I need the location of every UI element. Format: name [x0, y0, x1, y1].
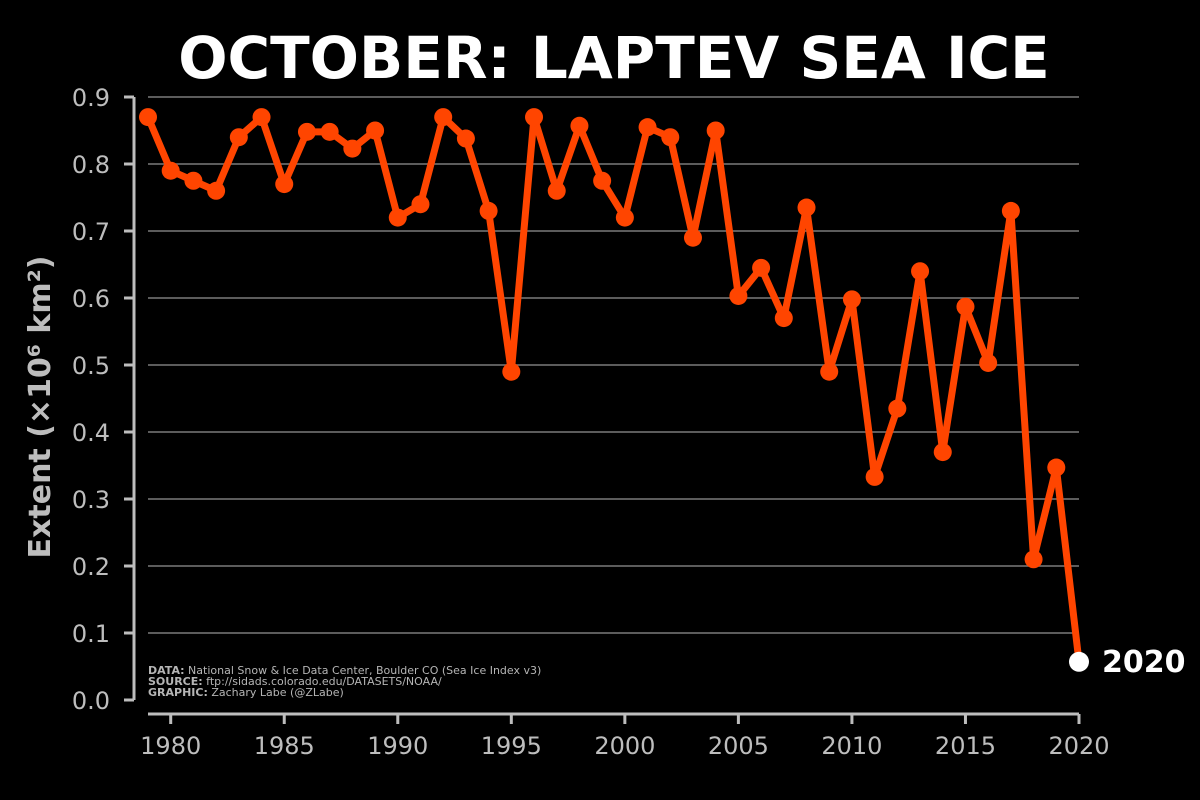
- x-tick-label: 2000: [594, 732, 655, 760]
- highlight-label: 2020: [1102, 645, 1186, 680]
- axes-layer: 0.0 0.1 0.2 0.3 0.4 0.5 0.6 0.7 0.8 0.9 1980 1985 19…: [72, 84, 1110, 760]
- data-point: [1001, 201, 1020, 220]
- data-point: [139, 108, 157, 127]
- credit-text: National Snow & Ice Data Center, Boulder…: [185, 664, 542, 677]
- y-tick-label: 0.4: [72, 419, 110, 447]
- data-point: [729, 286, 748, 305]
- data-point: [456, 129, 475, 148]
- data-point: [911, 262, 930, 281]
- data-point: [502, 362, 521, 381]
- data-point: [661, 128, 680, 147]
- y-tick-label: 0.0: [72, 687, 110, 715]
- chart-title: OCTOBER: LAPTEV SEA ICE: [178, 24, 1049, 92]
- highlight-point: [1069, 651, 1089, 672]
- credits-block: DATA: National Snow & Ice Data Center, B…: [148, 664, 541, 699]
- y-tick-label: 0.2: [72, 553, 110, 581]
- credit-line: DATA: National Snow & Ice Data Center, B…: [148, 664, 541, 677]
- credit-key: DATA:: [148, 664, 185, 677]
- x-tick-label: 2010: [821, 732, 882, 760]
- data-point: [638, 118, 657, 137]
- data-point: [434, 108, 453, 127]
- credit-line: GRAPHIC: Zachary Labe (@ZLabe): [148, 686, 344, 699]
- y-tick-label: 0.8: [72, 151, 110, 179]
- y-axis-label: Extent (×10⁶ km²): [23, 256, 58, 559]
- points-layer: [139, 108, 1089, 672]
- y-tick-label: 0.9: [72, 84, 110, 112]
- data-point: [593, 171, 612, 190]
- data-point: [1047, 458, 1066, 477]
- data-point: [683, 228, 702, 247]
- data-point: [411, 195, 430, 214]
- credit-key: SOURCE:: [148, 675, 203, 688]
- y-tick-label: 0.5: [72, 352, 110, 380]
- series-layer: [144, 113, 1083, 666]
- y-tick-label: 0.1: [72, 620, 110, 648]
- grid-layer: [148, 96, 1079, 634]
- data-point: [842, 290, 861, 309]
- data-point: [229, 128, 248, 147]
- y-tick-label: 0.3: [72, 486, 110, 514]
- data-point: [388, 208, 407, 227]
- credit-line: SOURCE: ftp://sidads.colorado.edu/DATASE…: [148, 675, 442, 688]
- data-point: [979, 353, 998, 372]
- data-point: [343, 139, 362, 158]
- data-point: [207, 181, 226, 200]
- x-tick-label: 2005: [708, 732, 769, 760]
- y-tick-label: 0.6: [72, 285, 110, 313]
- x-tick-label: 2020: [1048, 732, 1109, 760]
- credit-key: GRAPHIC:: [148, 686, 208, 699]
- data-point: [933, 443, 952, 462]
- data-point: [320, 122, 339, 141]
- data-point: [547, 181, 566, 200]
- data-point: [820, 362, 839, 381]
- data-point: [366, 121, 385, 140]
- data-point: [161, 161, 180, 180]
- x-tick-label: 1990: [367, 732, 428, 760]
- x-tick-label: 2015: [935, 732, 996, 760]
- data-point: [570, 116, 589, 135]
- x-tick-label: 1985: [254, 732, 315, 760]
- data-point: [797, 198, 816, 217]
- data-point: [615, 208, 634, 227]
- series-line: [144, 113, 1083, 666]
- x-tick-label: 1980: [140, 732, 201, 760]
- credit-text: ftp://sidads.colorado.edu/DATASETS/NOAA/: [203, 675, 442, 688]
- data-point: [774, 309, 793, 328]
- data-point: [956, 297, 975, 316]
- data-point: [275, 175, 294, 194]
- x-tick-label: 1995: [481, 732, 542, 760]
- credit-text: Zachary Labe (@ZLabe): [208, 686, 344, 699]
- data-point: [706, 121, 725, 140]
- data-point: [865, 467, 884, 486]
- data-point: [479, 201, 498, 220]
- data-point: [297, 122, 316, 141]
- data-point: [752, 258, 771, 277]
- data-point: [184, 171, 203, 190]
- data-point: [525, 108, 544, 127]
- data-point: [1024, 550, 1043, 569]
- y-tick-label: 0.7: [72, 218, 110, 246]
- data-point: [252, 108, 271, 127]
- data-point: [888, 399, 907, 418]
